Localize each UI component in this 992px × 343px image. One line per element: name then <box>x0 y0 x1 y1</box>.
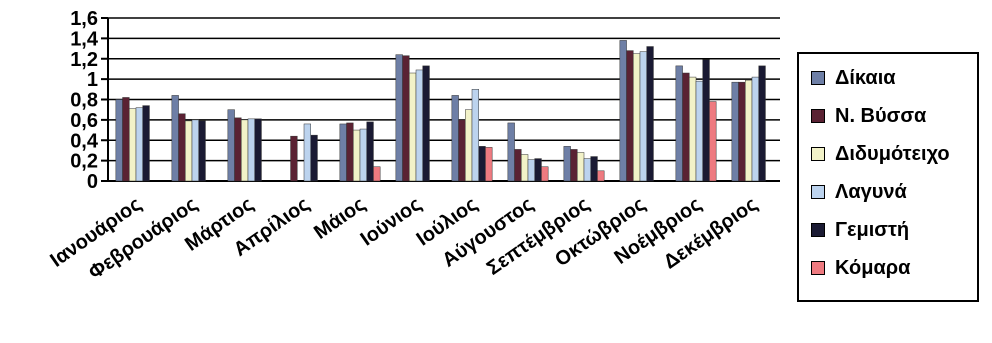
bar <box>129 108 137 182</box>
bar <box>191 119 199 182</box>
bar <box>731 81 739 182</box>
bar <box>171 95 179 182</box>
bar <box>590 156 598 182</box>
bar <box>682 72 690 182</box>
legend-swatch <box>811 71 825 85</box>
legend-item-lagyna: Λαγυνά <box>811 180 907 204</box>
legend-swatch <box>811 223 825 237</box>
bar <box>534 158 542 182</box>
bar <box>135 107 143 182</box>
bar <box>142 105 150 182</box>
y-tick-label: 1,2 <box>70 49 98 71</box>
bar <box>639 51 647 182</box>
y-tick-label: 1 <box>87 69 98 91</box>
legend-label: Λαγυνά <box>835 180 907 203</box>
bar <box>577 152 585 182</box>
bar <box>415 69 423 182</box>
bar <box>758 65 766 182</box>
legend-swatch <box>811 147 825 161</box>
bar <box>198 120 206 182</box>
bar <box>514 149 522 182</box>
bar <box>527 159 535 182</box>
bar <box>471 89 479 182</box>
bar <box>745 79 753 182</box>
bar <box>675 65 683 182</box>
bar <box>689 76 697 182</box>
bar <box>241 119 249 182</box>
bar <box>738 81 746 182</box>
bar <box>227 109 235 182</box>
bar <box>458 119 466 182</box>
bar <box>478 146 486 182</box>
legend-item-n-vyssa: Ν. Βύσσα <box>811 104 926 128</box>
y-tick-label: 0,8 <box>70 90 98 112</box>
bar <box>422 65 430 182</box>
bar <box>646 46 654 182</box>
bar <box>247 118 255 182</box>
bar <box>583 158 591 182</box>
legend-item-komara: Κόμαρα <box>811 256 910 280</box>
legend-label: Ν. Βύσσα <box>835 104 927 127</box>
bar <box>402 55 410 182</box>
legend-item-dikaia: Δίκαια <box>811 66 896 90</box>
bar <box>115 99 123 182</box>
bar <box>395 54 403 182</box>
legend-swatch <box>811 185 825 199</box>
bar <box>234 117 242 182</box>
legend: Δίκαια Ν. Βύσσα Διδυμότειχο Λαγυνά Γεμισ… <box>797 52 979 302</box>
bar <box>541 166 549 182</box>
bar <box>695 80 703 182</box>
bar <box>570 149 578 182</box>
bar <box>178 113 186 182</box>
legend-label: Διδυμότειχο <box>835 142 950 165</box>
bar <box>409 72 417 182</box>
legend-item-gemisti: Γεμιστή <box>811 218 909 242</box>
legend-swatch <box>811 109 825 123</box>
bar <box>339 123 347 182</box>
bar <box>465 109 473 182</box>
bar <box>709 101 717 182</box>
y-tick-label: 1,6 <box>70 8 98 30</box>
y-tick-label: 0 <box>87 171 98 193</box>
bar <box>122 97 130 182</box>
bar <box>633 53 641 182</box>
y-tick-label: 1,4 <box>70 28 99 50</box>
bar <box>451 95 459 182</box>
legend-label: Κόμαρα <box>835 256 911 279</box>
bar <box>507 122 515 182</box>
bar <box>353 129 361 182</box>
bar <box>185 120 193 182</box>
bar <box>346 122 354 182</box>
bar <box>751 76 759 182</box>
bar <box>485 147 493 182</box>
bar <box>254 118 262 182</box>
bar <box>303 123 311 182</box>
bar <box>359 128 367 182</box>
legend-label: Δίκαια <box>835 66 896 89</box>
bar <box>366 121 374 182</box>
bar <box>563 146 571 182</box>
y-tick-label: 0,2 <box>70 151 98 173</box>
bar <box>702 59 710 182</box>
bar <box>521 154 529 182</box>
y-tick-label: 0,6 <box>70 110 98 132</box>
x-tick-label: Ιούνιος <box>357 193 426 250</box>
legend-swatch <box>811 261 825 275</box>
bar <box>310 134 318 182</box>
bar <box>290 135 298 182</box>
legend-label: Γεμιστή <box>835 218 910 241</box>
y-tick-label: 0,4 <box>70 130 99 152</box>
bar <box>619 40 627 182</box>
bar <box>597 170 605 182</box>
bar <box>626 50 634 182</box>
legend-item-didymoteicho: Διδυμότειχο <box>811 142 950 166</box>
bar <box>373 166 381 182</box>
